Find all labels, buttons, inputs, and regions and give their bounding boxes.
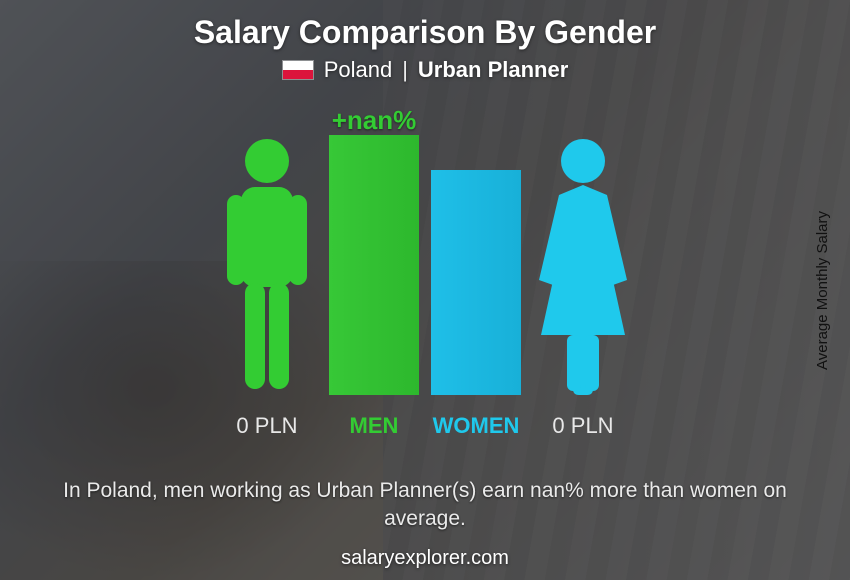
page-title: Salary Comparison By Gender	[194, 14, 656, 51]
label-women: WOMEN	[431, 413, 521, 439]
separator: |	[402, 57, 408, 83]
label-men: MEN	[329, 413, 419, 439]
male-figure-icon	[217, 135, 317, 395]
axis-label-wrap: Average Monthly Salary	[812, 0, 832, 580]
female-figure-icon	[533, 135, 633, 395]
labels-row: 0 PLN MEN WOMEN 0 PLN	[110, 413, 740, 439]
poland-flag-icon	[282, 60, 314, 80]
bar-men: +nan%	[329, 135, 419, 395]
content-container: Salary Comparison By Gender Poland | Urb…	[0, 0, 850, 580]
y-axis-label: Average Monthly Salary	[814, 211, 831, 370]
person-female-icon	[533, 135, 633, 395]
description-text: In Poland, men working as Urban Planner(…	[55, 477, 795, 534]
job-label: Urban Planner	[418, 57, 568, 83]
subtitle-row: Poland | Urban Planner	[282, 57, 569, 83]
footer-source: salaryexplorer.com	[0, 547, 850, 570]
country-label: Poland	[324, 57, 393, 83]
bar-women	[431, 170, 521, 395]
chart-zone: +nan% 0 PLN MEN WOMEN 0 PLN	[110, 95, 740, 435]
pct-label: +nan%	[332, 105, 417, 136]
value-women: 0 PLN	[533, 413, 633, 439]
chart-inner: +nan%	[217, 95, 633, 395]
value-men: 0 PLN	[217, 413, 317, 439]
person-male-icon	[217, 135, 317, 395]
